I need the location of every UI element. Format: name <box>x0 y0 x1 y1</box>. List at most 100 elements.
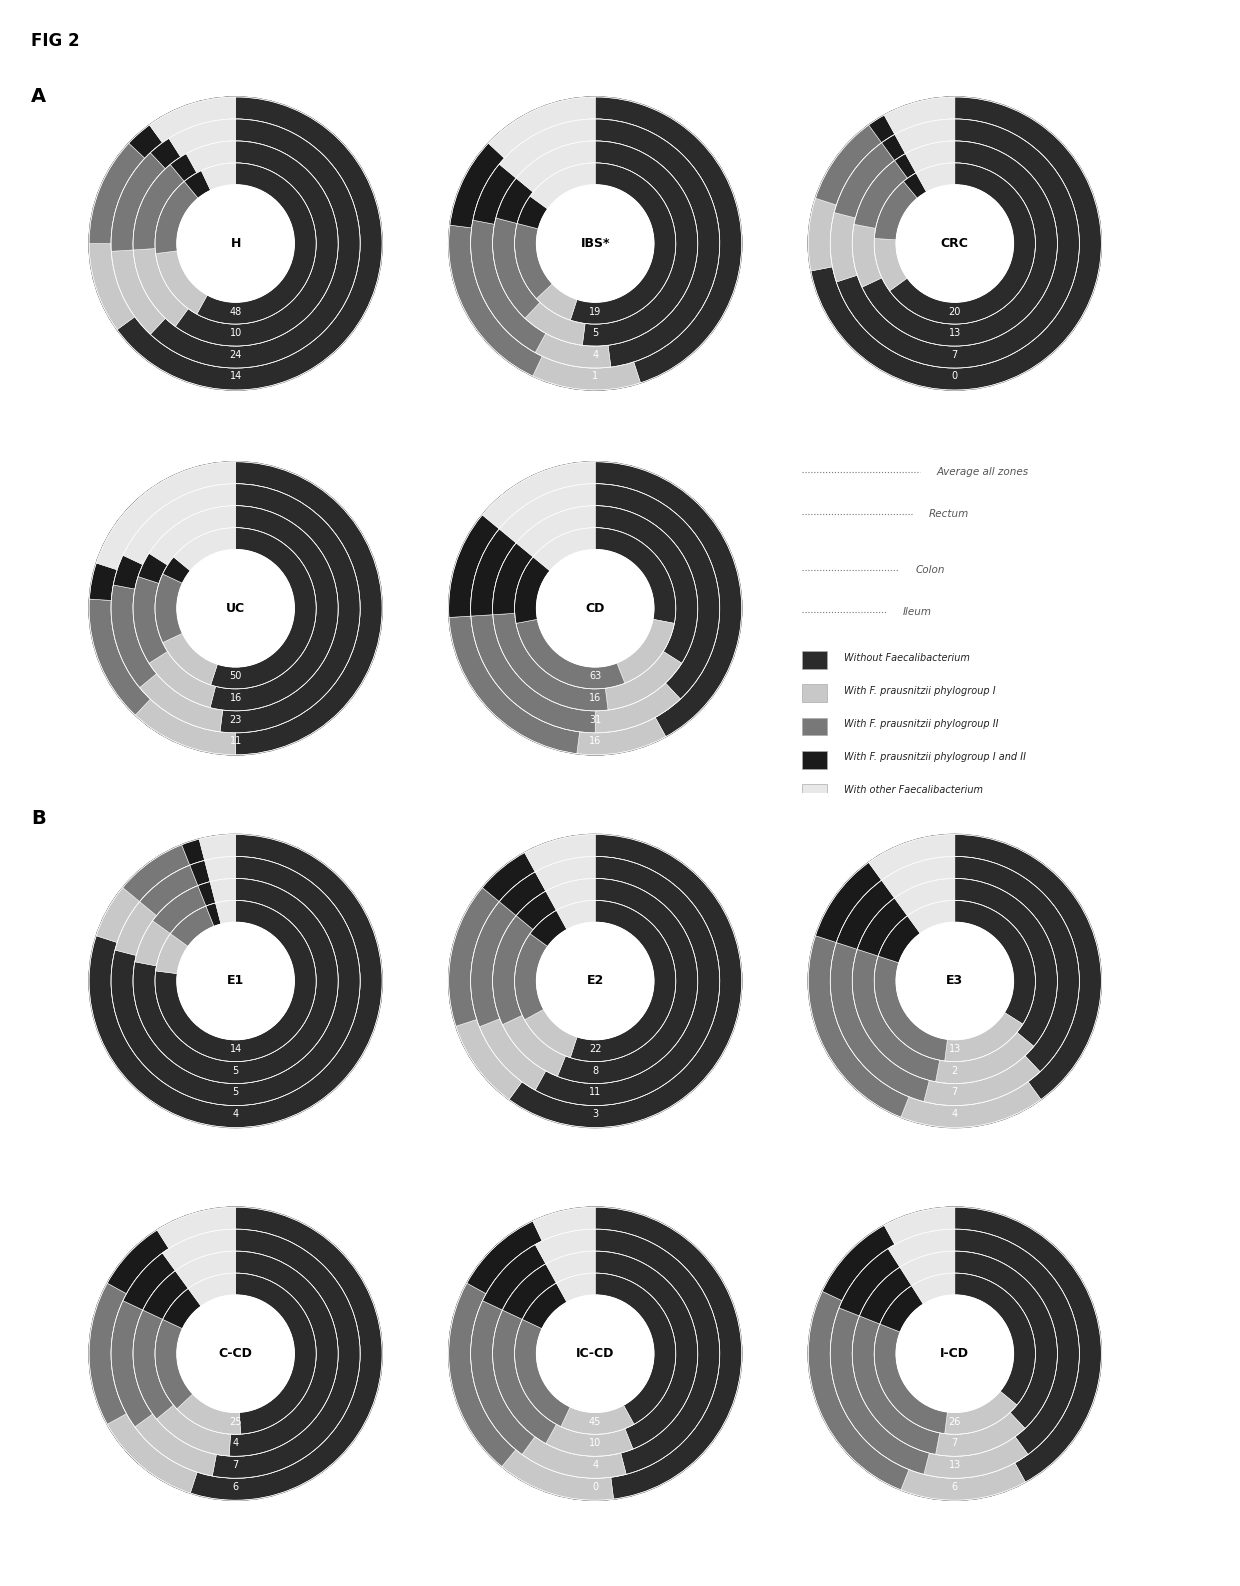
Wedge shape <box>89 600 150 715</box>
Text: 4: 4 <box>593 1461 598 1470</box>
Wedge shape <box>482 1245 546 1310</box>
Wedge shape <box>595 97 742 382</box>
Wedge shape <box>874 238 908 290</box>
Wedge shape <box>854 160 908 228</box>
Wedge shape <box>560 1405 634 1434</box>
Text: 16: 16 <box>589 736 601 745</box>
Wedge shape <box>115 901 156 955</box>
Wedge shape <box>186 141 236 173</box>
Wedge shape <box>955 1207 1101 1483</box>
Text: 7: 7 <box>951 351 959 360</box>
Wedge shape <box>816 863 882 942</box>
Circle shape <box>89 97 382 390</box>
Wedge shape <box>869 116 895 143</box>
Wedge shape <box>500 484 595 542</box>
Wedge shape <box>123 484 236 565</box>
Wedge shape <box>496 178 533 224</box>
Wedge shape <box>181 839 205 866</box>
Wedge shape <box>570 163 676 324</box>
Circle shape <box>89 1207 382 1500</box>
Wedge shape <box>536 1229 595 1264</box>
Wedge shape <box>155 901 316 1061</box>
Wedge shape <box>822 1226 895 1301</box>
Wedge shape <box>905 141 955 173</box>
Wedge shape <box>911 1274 955 1304</box>
Wedge shape <box>449 615 579 753</box>
Wedge shape <box>219 484 360 733</box>
Wedge shape <box>808 1291 909 1489</box>
Wedge shape <box>123 845 190 901</box>
Wedge shape <box>835 143 894 217</box>
Text: 26: 26 <box>949 1416 961 1427</box>
Text: 22: 22 <box>589 1044 601 1055</box>
Wedge shape <box>216 901 236 925</box>
Wedge shape <box>112 856 360 1105</box>
Text: 31: 31 <box>589 715 601 725</box>
Wedge shape <box>198 882 216 906</box>
Text: UC: UC <box>226 601 246 615</box>
Wedge shape <box>831 942 929 1102</box>
Wedge shape <box>894 154 916 178</box>
Wedge shape <box>175 141 339 346</box>
Wedge shape <box>595 119 719 366</box>
Wedge shape <box>595 1274 676 1424</box>
Circle shape <box>537 186 653 301</box>
Wedge shape <box>884 97 955 135</box>
Circle shape <box>449 1207 742 1500</box>
Wedge shape <box>200 834 236 860</box>
Text: 10: 10 <box>589 1439 601 1448</box>
Wedge shape <box>522 1283 567 1329</box>
Wedge shape <box>113 555 143 588</box>
Text: 16: 16 <box>229 693 242 703</box>
Wedge shape <box>945 1391 1017 1434</box>
Wedge shape <box>472 163 516 224</box>
Wedge shape <box>533 528 595 571</box>
Circle shape <box>177 1296 294 1412</box>
Wedge shape <box>537 284 577 320</box>
Wedge shape <box>955 856 1079 1072</box>
Text: 7: 7 <box>951 1439 959 1448</box>
Wedge shape <box>143 1270 188 1320</box>
Wedge shape <box>153 885 206 934</box>
Text: 14: 14 <box>229 1044 242 1055</box>
Circle shape <box>449 462 742 755</box>
Wedge shape <box>201 163 236 190</box>
Wedge shape <box>517 197 548 228</box>
Wedge shape <box>89 1283 126 1424</box>
Wedge shape <box>595 484 719 699</box>
Wedge shape <box>595 462 742 737</box>
Wedge shape <box>595 684 681 733</box>
Wedge shape <box>129 125 162 159</box>
Wedge shape <box>482 462 595 528</box>
Circle shape <box>449 97 742 390</box>
Text: A: A <box>31 87 46 106</box>
Wedge shape <box>212 1229 360 1478</box>
Wedge shape <box>510 834 742 1128</box>
Wedge shape <box>170 154 197 181</box>
Text: 4: 4 <box>593 351 598 360</box>
Wedge shape <box>155 181 198 254</box>
Wedge shape <box>449 515 500 617</box>
Wedge shape <box>880 1286 924 1332</box>
Wedge shape <box>557 901 595 929</box>
Wedge shape <box>138 554 167 584</box>
Wedge shape <box>229 1251 339 1456</box>
Wedge shape <box>162 1288 201 1329</box>
Wedge shape <box>112 585 156 688</box>
Wedge shape <box>480 1018 546 1090</box>
Text: 14: 14 <box>229 371 242 381</box>
Wedge shape <box>236 1274 316 1434</box>
Wedge shape <box>862 141 1058 346</box>
Wedge shape <box>197 163 316 324</box>
Wedge shape <box>536 856 719 1105</box>
Wedge shape <box>852 950 940 1082</box>
Wedge shape <box>857 898 908 956</box>
Wedge shape <box>135 921 170 966</box>
Wedge shape <box>808 198 836 271</box>
Text: E2: E2 <box>587 974 604 988</box>
Wedge shape <box>924 1056 1040 1105</box>
Wedge shape <box>839 1248 900 1316</box>
Wedge shape <box>529 910 567 947</box>
Wedge shape <box>471 528 516 615</box>
Text: 19: 19 <box>589 306 601 317</box>
